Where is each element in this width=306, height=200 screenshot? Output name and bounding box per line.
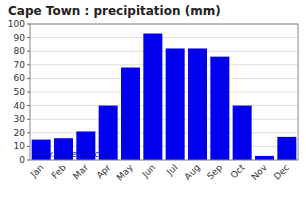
bars [32, 34, 297, 160]
grid [30, 24, 298, 160]
y-tick-label: 20 [14, 128, 26, 138]
x-tick-label: Jun [140, 162, 158, 180]
x-tick-label: Oct [229, 162, 247, 180]
bar [143, 34, 162, 160]
bar [121, 68, 140, 160]
y-tick-label: 90 [14, 33, 26, 43]
x-tick-label: Jul [164, 162, 179, 177]
x-tick-label: Jan [28, 162, 46, 180]
y-tick-label: 30 [14, 114, 26, 124]
y-tick-label: 40 [14, 101, 26, 111]
title: Cape Town : precipitation (mm) [8, 4, 221, 18]
x-tick-label: Mar [71, 162, 90, 181]
y-tick-label: 80 [14, 46, 26, 56]
grid-line [30, 92, 298, 93]
y-tick-label: 50 [14, 87, 26, 97]
grid-line [30, 51, 298, 52]
bar [210, 57, 229, 160]
bar [233, 106, 252, 160]
grid-line [30, 64, 298, 65]
grid-line [30, 105, 298, 106]
plot-frame [30, 24, 298, 160]
y-axis: 0 10 20 30 40 50 60 70 80 90 100 [8, 19, 30, 165]
bar [166, 48, 185, 160]
x-tick-label: Sep [205, 162, 224, 181]
grid-line [30, 132, 298, 133]
x-tick-label: Nov [249, 162, 269, 182]
grid-line [30, 37, 298, 38]
watermark: www.allmetsat.com [33, 150, 112, 159]
y-tick-label: 60 [14, 73, 26, 83]
y-tick-label: 70 [14, 60, 26, 70]
bar [188, 48, 207, 160]
bar [277, 137, 296, 160]
x-tick-label: Dec [272, 162, 291, 181]
x-axis: JanFebMarAprMayJun JulAugSep OctNovDec [28, 162, 291, 183]
x-tick-label: Feb [50, 162, 69, 181]
x-tick-label: Aug [182, 162, 202, 182]
grid-line [30, 119, 298, 120]
grid-line [30, 78, 298, 79]
x-tick-label: May [115, 162, 136, 183]
x-tick-label: Apr [94, 162, 112, 180]
chart-container: Cape Town : precipitation (mm) 0 10 20 30 40 5… [0, 0, 306, 200]
bar [255, 156, 274, 160]
y-tick-label: 10 [14, 141, 26, 151]
y-tick-label: 100 [8, 19, 25, 29]
chart-svg: Cape Town : precipitation (mm) 0 10 20 30 40 5… [0, 0, 306, 200]
y-tick-label: 0 [19, 155, 25, 165]
